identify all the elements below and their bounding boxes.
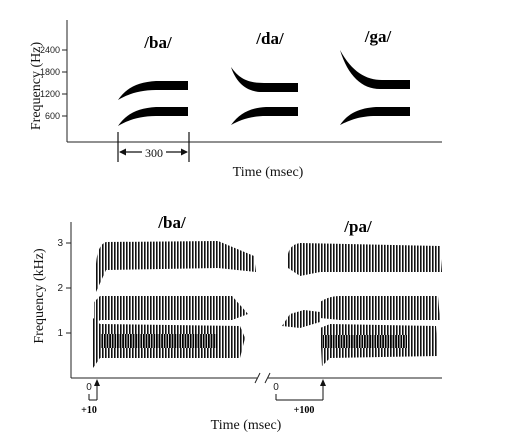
pa-formant-3-band xyxy=(288,243,442,276)
top-syllable-ba: /ba/ xyxy=(143,33,172,52)
vot-right-label: +100 xyxy=(294,405,315,416)
vot-left-label: +10 xyxy=(81,405,97,416)
vot-left-arrowhead xyxy=(94,379,100,386)
top-panel: 2400 1800 1200 600 Frequency (Hz) /ba/ /… xyxy=(29,20,442,180)
da-formant-2 xyxy=(231,67,298,92)
bottom-y-axis-label: Frequency (kHz) xyxy=(32,248,47,344)
bottom-y-tick-label: 3 xyxy=(57,238,63,249)
ba-formant-1 xyxy=(118,107,188,126)
da-formant-1 xyxy=(231,107,298,125)
top-y-tick-label: 1800 xyxy=(40,67,60,77)
bottom-panel: 3 2 1 Frequency (kHz) /ba/ /pa/ 0 +10 xyxy=(32,213,442,433)
ba-spectrogram xyxy=(93,241,256,368)
ba-formant-2-band xyxy=(94,296,248,326)
bottom-right-zero-label: 0 xyxy=(273,382,279,393)
ba-voicing-bar xyxy=(100,334,218,348)
duration-arrowhead-left xyxy=(119,148,126,156)
bottom-x-axis-label: Time (msec) xyxy=(211,418,282,433)
top-syllable-ga: /ga/ xyxy=(364,27,392,46)
axis-break-mark xyxy=(264,372,271,384)
bottom-y-tick-label: 1 xyxy=(57,328,63,339)
bottom-y-tick-label: 2 xyxy=(57,283,63,294)
ga-formant-1 xyxy=(340,107,410,125)
ba-formant-2 xyxy=(118,81,188,100)
bottom-syllable-pa: /pa/ xyxy=(343,217,372,236)
top-y-axis-label: Frequency (Hz) xyxy=(29,42,44,131)
bottom-syllable-ba: /ba/ xyxy=(157,213,186,232)
ga-formant-2 xyxy=(340,50,410,89)
top-x-axis-label: Time (msec) xyxy=(233,165,304,180)
pa-aspiration-noise xyxy=(282,310,320,328)
axis-break-mark xyxy=(254,372,261,384)
top-y-tick-label: 600 xyxy=(45,111,60,121)
ba-formant-3-band xyxy=(96,241,256,292)
top-y-tick-label: 2400 xyxy=(40,45,60,55)
bottom-left-zero-label: 0 xyxy=(86,382,92,393)
vot-right-arrowhead xyxy=(320,379,326,386)
pa-spectrogram xyxy=(282,243,442,366)
top-syllable-da: /da/ xyxy=(255,29,284,48)
duration-label: 300 xyxy=(145,146,163,160)
top-y-tick-label: 1200 xyxy=(40,89,60,99)
pa-voicing-bar xyxy=(323,335,407,348)
pa-formant-2-band xyxy=(320,296,440,320)
duration-arrowhead-right xyxy=(181,148,188,156)
